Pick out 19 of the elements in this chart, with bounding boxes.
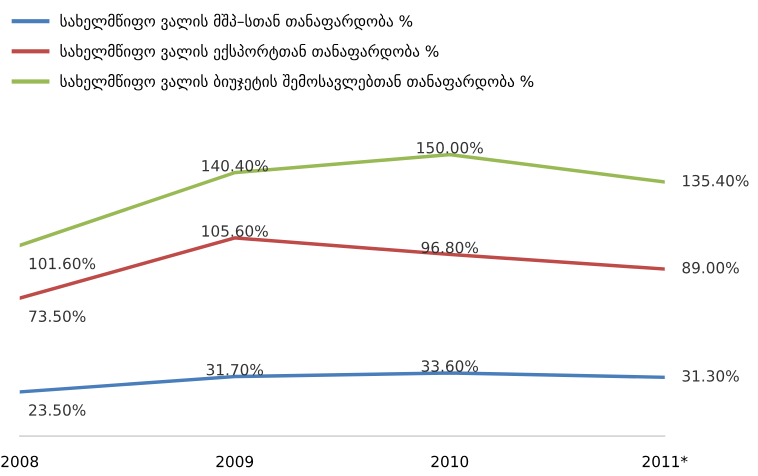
data-label: 33.60%	[422, 360, 478, 372]
data-label: 140.40%	[202, 160, 268, 172]
data-label: 105.60%	[202, 225, 268, 237]
data-label: 150.00%	[417, 142, 483, 154]
data-label: 31.30%	[682, 370, 739, 382]
data-label: 23.50%	[29, 404, 86, 416]
data-label: 96.80%	[422, 242, 478, 254]
data-label: 101.60%	[30, 258, 96, 270]
x-tick-label: 2008	[1, 456, 38, 468]
x-tick-label: 2010	[431, 456, 468, 468]
x-tick-label: 2009	[216, 456, 254, 468]
legend-label: სახელმწიფო ვალის ექსპორტთან თანაფარდობა %	[60, 44, 438, 60]
legend-label: სახელმწიფო ვალის ბიუჯეტის შემოსავლებთან თანაფარდობა %	[60, 74, 534, 90]
data-label: 73.50%	[29, 310, 86, 322]
legend-label: სახელმწიფო ვალის მშპ–სთან თანაფარდობა %	[60, 14, 412, 30]
data-label: 31.70%	[206, 364, 264, 376]
data-label: 135.40%	[683, 174, 749, 186]
data-label: 89.00%	[682, 262, 739, 274]
x-tick-label: 2011*	[642, 456, 688, 468]
